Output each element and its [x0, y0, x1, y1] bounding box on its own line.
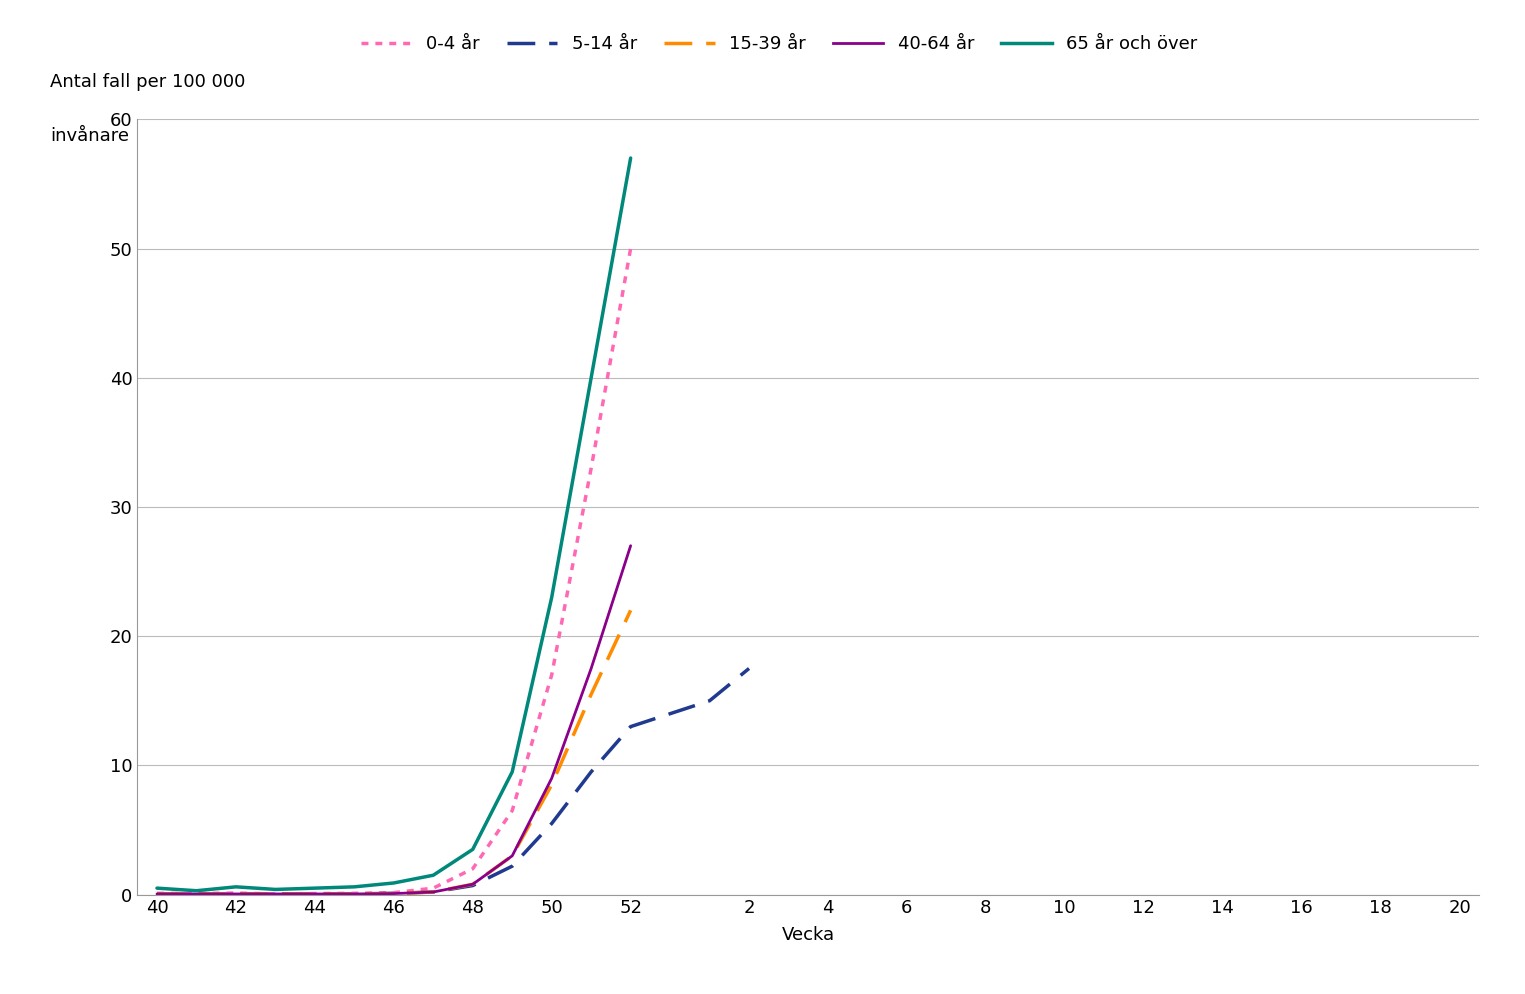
5-14 år [227, 888, 246, 900]
15-39 år [267, 888, 285, 900]
0-4 år [583, 462, 601, 474]
65 år och över [148, 883, 166, 895]
15-39 år [424, 886, 442, 898]
X-axis label: Vecka: Vecka [782, 925, 834, 943]
65 år och över [305, 883, 323, 895]
5-14 år [384, 888, 403, 900]
65 år och över [464, 843, 482, 855]
Legend: 0-4 år, 5-14 år, 15-39 år, 40-64 år, 65 år och över: 0-4 år, 5-14 år, 15-39 år, 40-64 år, 65 … [361, 35, 1197, 54]
0-4 år [188, 888, 206, 900]
0-4 år [267, 888, 285, 900]
40-64 år [464, 879, 482, 891]
65 år och över [227, 881, 246, 893]
Text: Antal fall per 100 000: Antal fall per 100 000 [50, 73, 246, 90]
65 år och över [583, 372, 601, 384]
15-39 år [227, 888, 246, 900]
15-39 år [305, 888, 323, 900]
5-14 år [583, 765, 601, 777]
5-14 år [148, 888, 166, 900]
40-64 år [305, 888, 323, 900]
0-4 år [622, 243, 640, 254]
0-4 år [345, 888, 363, 900]
65 år och över [503, 765, 522, 777]
15-39 år [188, 888, 206, 900]
5-14 år [424, 886, 442, 898]
65 år och över [267, 884, 285, 896]
0-4 år [503, 805, 522, 817]
40-64 år [622, 540, 640, 552]
0-4 år [384, 887, 403, 899]
Text: invånare: invånare [50, 127, 130, 145]
65 år och över [384, 877, 403, 889]
0-4 år [305, 888, 323, 900]
65 år och över [622, 152, 640, 164]
40-64 år [424, 886, 442, 898]
5-14 år [700, 695, 718, 707]
40-64 år [188, 888, 206, 900]
5-14 år [543, 817, 561, 829]
40-64 år [543, 772, 561, 784]
5-14 år [345, 888, 363, 900]
0-4 år [424, 883, 442, 895]
15-39 år [464, 879, 482, 891]
5-14 år [622, 721, 640, 733]
Line: 0-4 år: 0-4 år [157, 248, 631, 894]
5-14 år [503, 860, 522, 872]
15-39 år [543, 779, 561, 791]
65 år och över [424, 869, 442, 882]
15-39 år [622, 604, 640, 616]
40-64 år [384, 888, 403, 900]
15-39 år [148, 888, 166, 900]
15-39 år [345, 888, 363, 900]
0-4 år [227, 887, 246, 899]
65 år och över [543, 591, 561, 603]
Line: 40-64 år: 40-64 år [157, 546, 631, 894]
5-14 år [464, 880, 482, 892]
5-14 år [188, 888, 206, 900]
40-64 år [583, 662, 601, 674]
15-39 år [384, 888, 403, 900]
Line: 5-14 år: 5-14 år [157, 668, 749, 894]
40-64 år [345, 888, 363, 900]
65 år och över [345, 881, 363, 893]
40-64 år [227, 888, 246, 900]
15-39 år [583, 688, 601, 700]
0-4 år [148, 888, 166, 900]
40-64 år [148, 888, 166, 900]
Line: 65 år och över: 65 år och över [157, 158, 631, 891]
0-4 år [543, 669, 561, 681]
15-39 år [503, 850, 522, 862]
5-14 år [267, 888, 285, 900]
5-14 år [740, 662, 758, 674]
65 år och över [188, 885, 206, 897]
40-64 år [503, 850, 522, 862]
5-14 år [305, 888, 323, 900]
Line: 15-39 år: 15-39 år [157, 610, 631, 894]
0-4 år [464, 863, 482, 875]
40-64 år [267, 888, 285, 900]
